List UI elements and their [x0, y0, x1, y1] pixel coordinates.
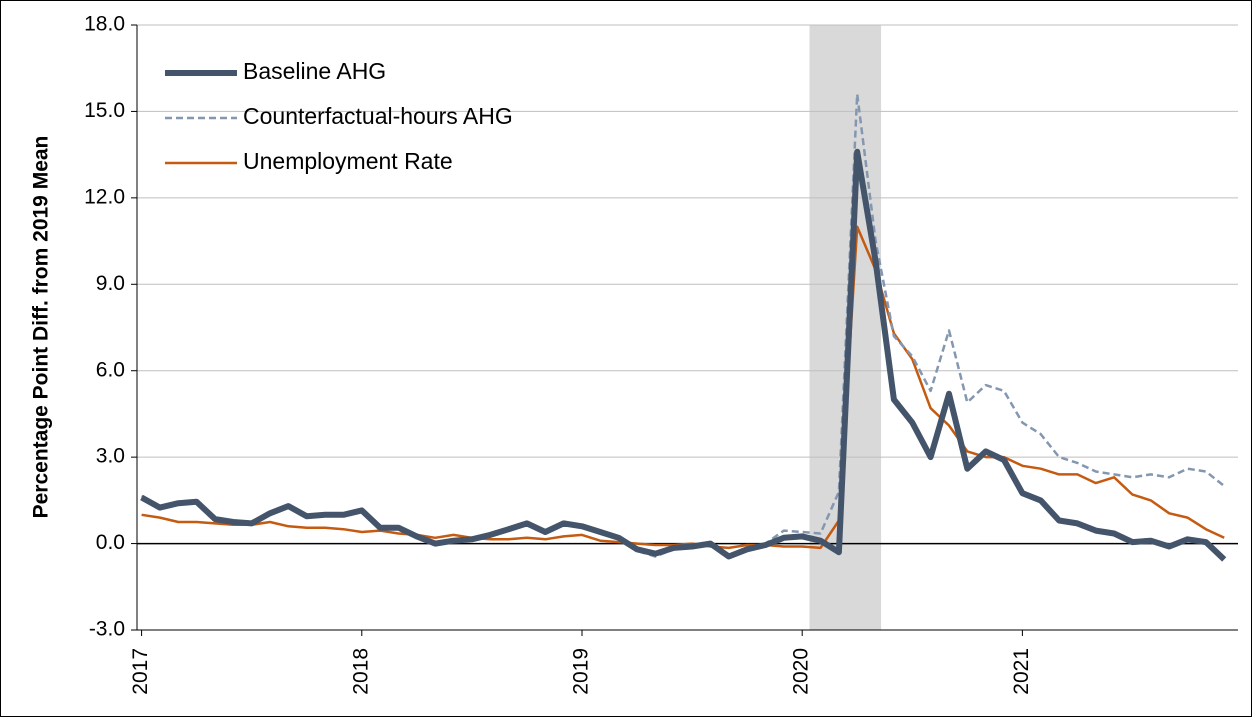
y-tick-label: 0.0: [96, 531, 125, 554]
y-tick-label: -3.0: [89, 618, 125, 641]
y-axis-label: Percentage Point Diff. from 2019 Mean: [30, 136, 53, 519]
y-tick-label: 3.0: [96, 445, 125, 468]
y-tick-label: 15.0: [84, 99, 125, 122]
legend-label: Unemployment Rate: [243, 148, 453, 174]
y-tick-label: 6.0: [96, 358, 125, 381]
y-tick-label: 12.0: [84, 185, 125, 208]
x-tick-label: 2019: [570, 648, 593, 695]
series-line: [141, 225, 1225, 550]
x-tick-label: 2020: [790, 648, 813, 695]
legend-label: Baseline AHG: [243, 58, 386, 84]
y-tick-label: 18.0: [84, 13, 125, 36]
y-tick-label: 9.0: [96, 272, 125, 295]
x-tick-label: 2021: [1010, 648, 1033, 695]
x-tick-label: 2017: [129, 648, 152, 695]
legend-label: Counterfactual-hours AHG: [243, 103, 513, 129]
series-line: [140, 148, 1227, 562]
x-tick-label: 2018: [349, 648, 372, 695]
